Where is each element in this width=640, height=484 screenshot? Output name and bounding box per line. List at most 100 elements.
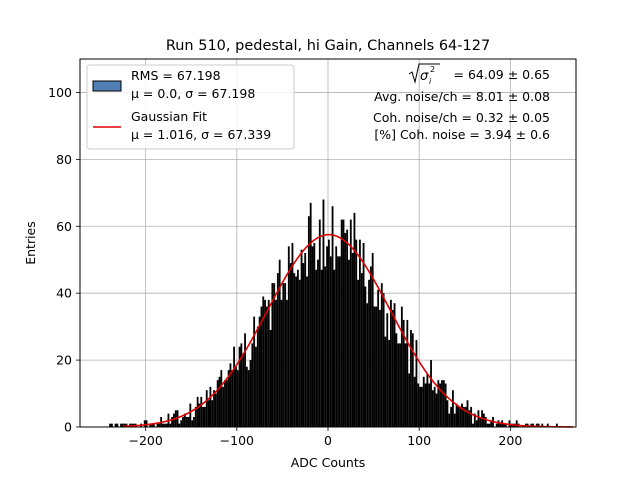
histogram-bar <box>377 289 380 427</box>
histogram-bar <box>461 403 463 427</box>
histogram-bar <box>422 376 425 427</box>
histogram-bar <box>282 283 285 427</box>
histogram-bar <box>280 299 283 427</box>
histogram-bar <box>273 283 276 427</box>
histogram-bar <box>419 386 421 427</box>
histogram-bar <box>348 259 350 427</box>
histogram-bar <box>408 373 411 427</box>
histogram-bar <box>306 276 308 427</box>
histogram-bar <box>475 420 478 427</box>
histogram-bar <box>145 420 148 427</box>
histogram-bar <box>202 406 204 427</box>
histogram-bar <box>503 423 505 427</box>
histogram-bar <box>260 306 263 427</box>
histogram-bar <box>448 413 451 427</box>
histogram-bar <box>391 309 394 427</box>
y-tick-label: 20 <box>56 353 72 368</box>
histogram-bar <box>555 423 558 427</box>
coh-noise-annotation: Coh. noise/ch = 0.32 ± 0.05 <box>373 110 550 125</box>
y-tick-label: 60 <box>56 219 72 234</box>
histogram-bar <box>375 306 378 427</box>
chart-title: Run 510, pedestal, hi Gain, Channels 64-… <box>166 38 490 54</box>
histogram-bar <box>320 269 323 427</box>
histogram-bar <box>211 400 214 427</box>
histogram-bar <box>417 383 420 427</box>
histogram-bar <box>235 366 237 427</box>
histogram-bar <box>269 329 272 427</box>
histogram-bar <box>479 416 482 427</box>
histogram-bar <box>483 413 485 427</box>
legend: RMS = 67.198 μ = 0.0, σ = 67.198 Gaussia… <box>86 64 295 150</box>
histogram-bar <box>297 269 299 427</box>
histogram-bar <box>537 423 540 427</box>
histogram-bar <box>307 216 310 427</box>
histogram-bar <box>185 416 188 427</box>
histogram-bars <box>109 199 558 427</box>
x-axis-label: ADC Counts <box>291 455 366 470</box>
histogram-bar <box>116 423 119 427</box>
histogram-bar <box>111 423 113 427</box>
histogram-bar <box>317 259 319 427</box>
histogram-bar <box>428 383 431 427</box>
histogram-bar <box>295 276 297 427</box>
histogram-bar <box>149 423 152 427</box>
x-tick-label: −200 <box>128 433 162 448</box>
histogram-bar <box>315 269 318 427</box>
histogram-bar <box>178 423 181 427</box>
histogram-bar <box>171 416 173 427</box>
legend-histogram-stats: μ = 0.0, σ = 67.198 <box>131 86 255 101</box>
histogram-bar <box>373 306 376 427</box>
histogram-bar <box>251 343 254 427</box>
histogram-bar <box>156 423 159 427</box>
histogram-bar <box>546 423 549 427</box>
histogram-bar <box>287 246 290 427</box>
histogram-bar <box>196 396 199 427</box>
histogram-bar <box>302 263 305 427</box>
histogram-bar <box>322 199 325 427</box>
histogram-bar <box>388 340 390 427</box>
histogram-bar <box>486 423 489 427</box>
histogram-bar <box>333 269 336 427</box>
svg-text:i: i <box>429 77 432 86</box>
histogram-bar <box>399 343 401 427</box>
histogram-bar <box>402 319 405 427</box>
histogram-bar <box>255 346 257 427</box>
histogram-bar <box>187 416 190 427</box>
coh-noise-percent-annotation: [%] Coh. noise = 3.94 ± 0.6 <box>374 127 550 142</box>
y-axis-label: Entries <box>23 221 38 265</box>
histogram-bar <box>477 410 480 427</box>
avg-noise-annotation: Avg. noise/ch = 8.01 ± 0.08 <box>374 89 550 104</box>
histogram-bar <box>229 363 232 427</box>
histogram-bar <box>504 423 507 427</box>
histogram-bar <box>499 423 502 427</box>
legend-histogram-label: RMS = 67.198 <box>131 68 221 83</box>
histogram-bar <box>331 206 334 427</box>
histogram-bar <box>393 303 396 427</box>
histogram-bar <box>366 303 369 427</box>
histogram-bar <box>114 423 117 427</box>
histogram-bar <box>298 279 301 427</box>
histogram-bar <box>466 400 469 427</box>
y-tick-label: 80 <box>56 152 72 167</box>
histogram-bar <box>515 420 518 427</box>
histogram-bar <box>380 283 383 427</box>
y-tick-label: 100 <box>48 85 72 100</box>
histogram-bar <box>191 420 194 427</box>
gaussian-fit-line <box>122 233 574 428</box>
histogram-bar <box>291 243 294 427</box>
histogram-bar <box>289 263 292 427</box>
histogram-bar <box>351 253 354 427</box>
histogram-bar <box>267 299 270 427</box>
histogram-bar <box>213 390 215 427</box>
histogram-bar <box>406 319 409 427</box>
histogram-bar <box>541 423 544 427</box>
histogram-bar <box>353 212 356 427</box>
histogram-bar <box>397 343 400 427</box>
y-tick-label: 0 <box>64 420 72 435</box>
histogram-bar <box>258 316 261 427</box>
histogram-bar <box>441 380 443 427</box>
histogram-bar <box>204 406 206 427</box>
histogram-bar <box>151 423 153 427</box>
histogram-bar <box>143 420 146 427</box>
